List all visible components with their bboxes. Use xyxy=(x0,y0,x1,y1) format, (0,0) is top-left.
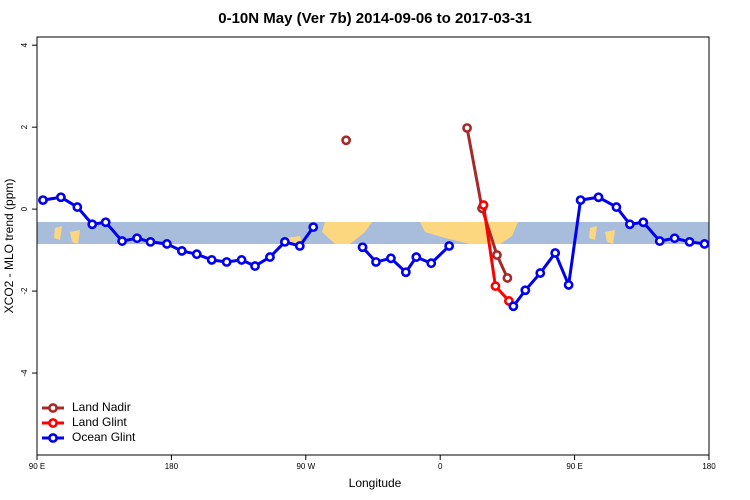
point xyxy=(508,301,519,312)
point xyxy=(478,200,489,210)
point xyxy=(490,281,501,292)
y-tick-label: 2 xyxy=(20,124,29,129)
x-axis-label: Longitude xyxy=(349,476,402,490)
series-line xyxy=(465,127,509,279)
point xyxy=(206,255,217,265)
point xyxy=(400,267,411,278)
point xyxy=(411,252,422,262)
point xyxy=(669,233,680,244)
point xyxy=(294,241,305,251)
point xyxy=(308,222,319,233)
legend-label: Ocean Glint xyxy=(72,430,136,444)
point xyxy=(72,202,83,212)
point xyxy=(176,246,187,256)
point xyxy=(117,236,128,246)
y-axis-label: XCO2 - MLO trend (ppm) xyxy=(2,179,16,314)
y-tick-label: -2 xyxy=(20,287,29,295)
x-tick-label: 90 W xyxy=(296,462,315,471)
legend-marker xyxy=(48,403,58,413)
point xyxy=(444,241,455,251)
legend-marker xyxy=(48,433,58,443)
point xyxy=(191,249,202,260)
point xyxy=(55,192,66,203)
point xyxy=(575,195,586,206)
point xyxy=(38,195,48,206)
point xyxy=(371,257,381,267)
point xyxy=(535,268,546,278)
x-tick-label: 0 xyxy=(438,462,443,471)
point xyxy=(100,217,111,228)
point xyxy=(492,250,502,260)
point xyxy=(426,258,437,269)
point xyxy=(638,217,649,228)
chart-title: 0-10N May (Ver 7b) 2014-09-06 to 2017-03… xyxy=(218,10,532,27)
x-tick-label: 180 xyxy=(702,462,716,471)
y-tick-label: -4 xyxy=(20,369,29,377)
point xyxy=(654,236,665,246)
point xyxy=(502,273,513,283)
series-line xyxy=(512,195,705,308)
y-tick-label: 0 xyxy=(20,206,29,211)
x-tick-label: 90 E xyxy=(29,462,45,471)
point xyxy=(386,253,396,264)
legend-label: Land Nadir xyxy=(72,400,131,414)
point xyxy=(550,248,561,258)
point xyxy=(624,219,635,230)
point xyxy=(520,285,531,296)
point xyxy=(87,219,98,230)
legend-label: Land Glint xyxy=(72,415,127,429)
point xyxy=(699,239,710,249)
point xyxy=(462,123,472,133)
point xyxy=(279,237,290,247)
point xyxy=(684,237,695,247)
point xyxy=(250,261,260,271)
point xyxy=(145,237,156,247)
point xyxy=(132,233,142,244)
point xyxy=(611,202,622,212)
x-tick-label: 180 xyxy=(165,462,179,471)
point xyxy=(236,255,247,265)
point xyxy=(357,242,368,253)
x-tick-label: 90 E xyxy=(566,462,582,471)
legend-marker xyxy=(48,418,58,428)
point xyxy=(593,192,604,203)
point xyxy=(265,252,275,262)
map-band xyxy=(37,222,709,244)
point xyxy=(563,280,574,290)
point xyxy=(341,135,352,146)
point xyxy=(221,257,232,267)
y-tick-label: 4 xyxy=(20,42,29,47)
point xyxy=(162,239,172,249)
plot-frame xyxy=(36,36,710,456)
